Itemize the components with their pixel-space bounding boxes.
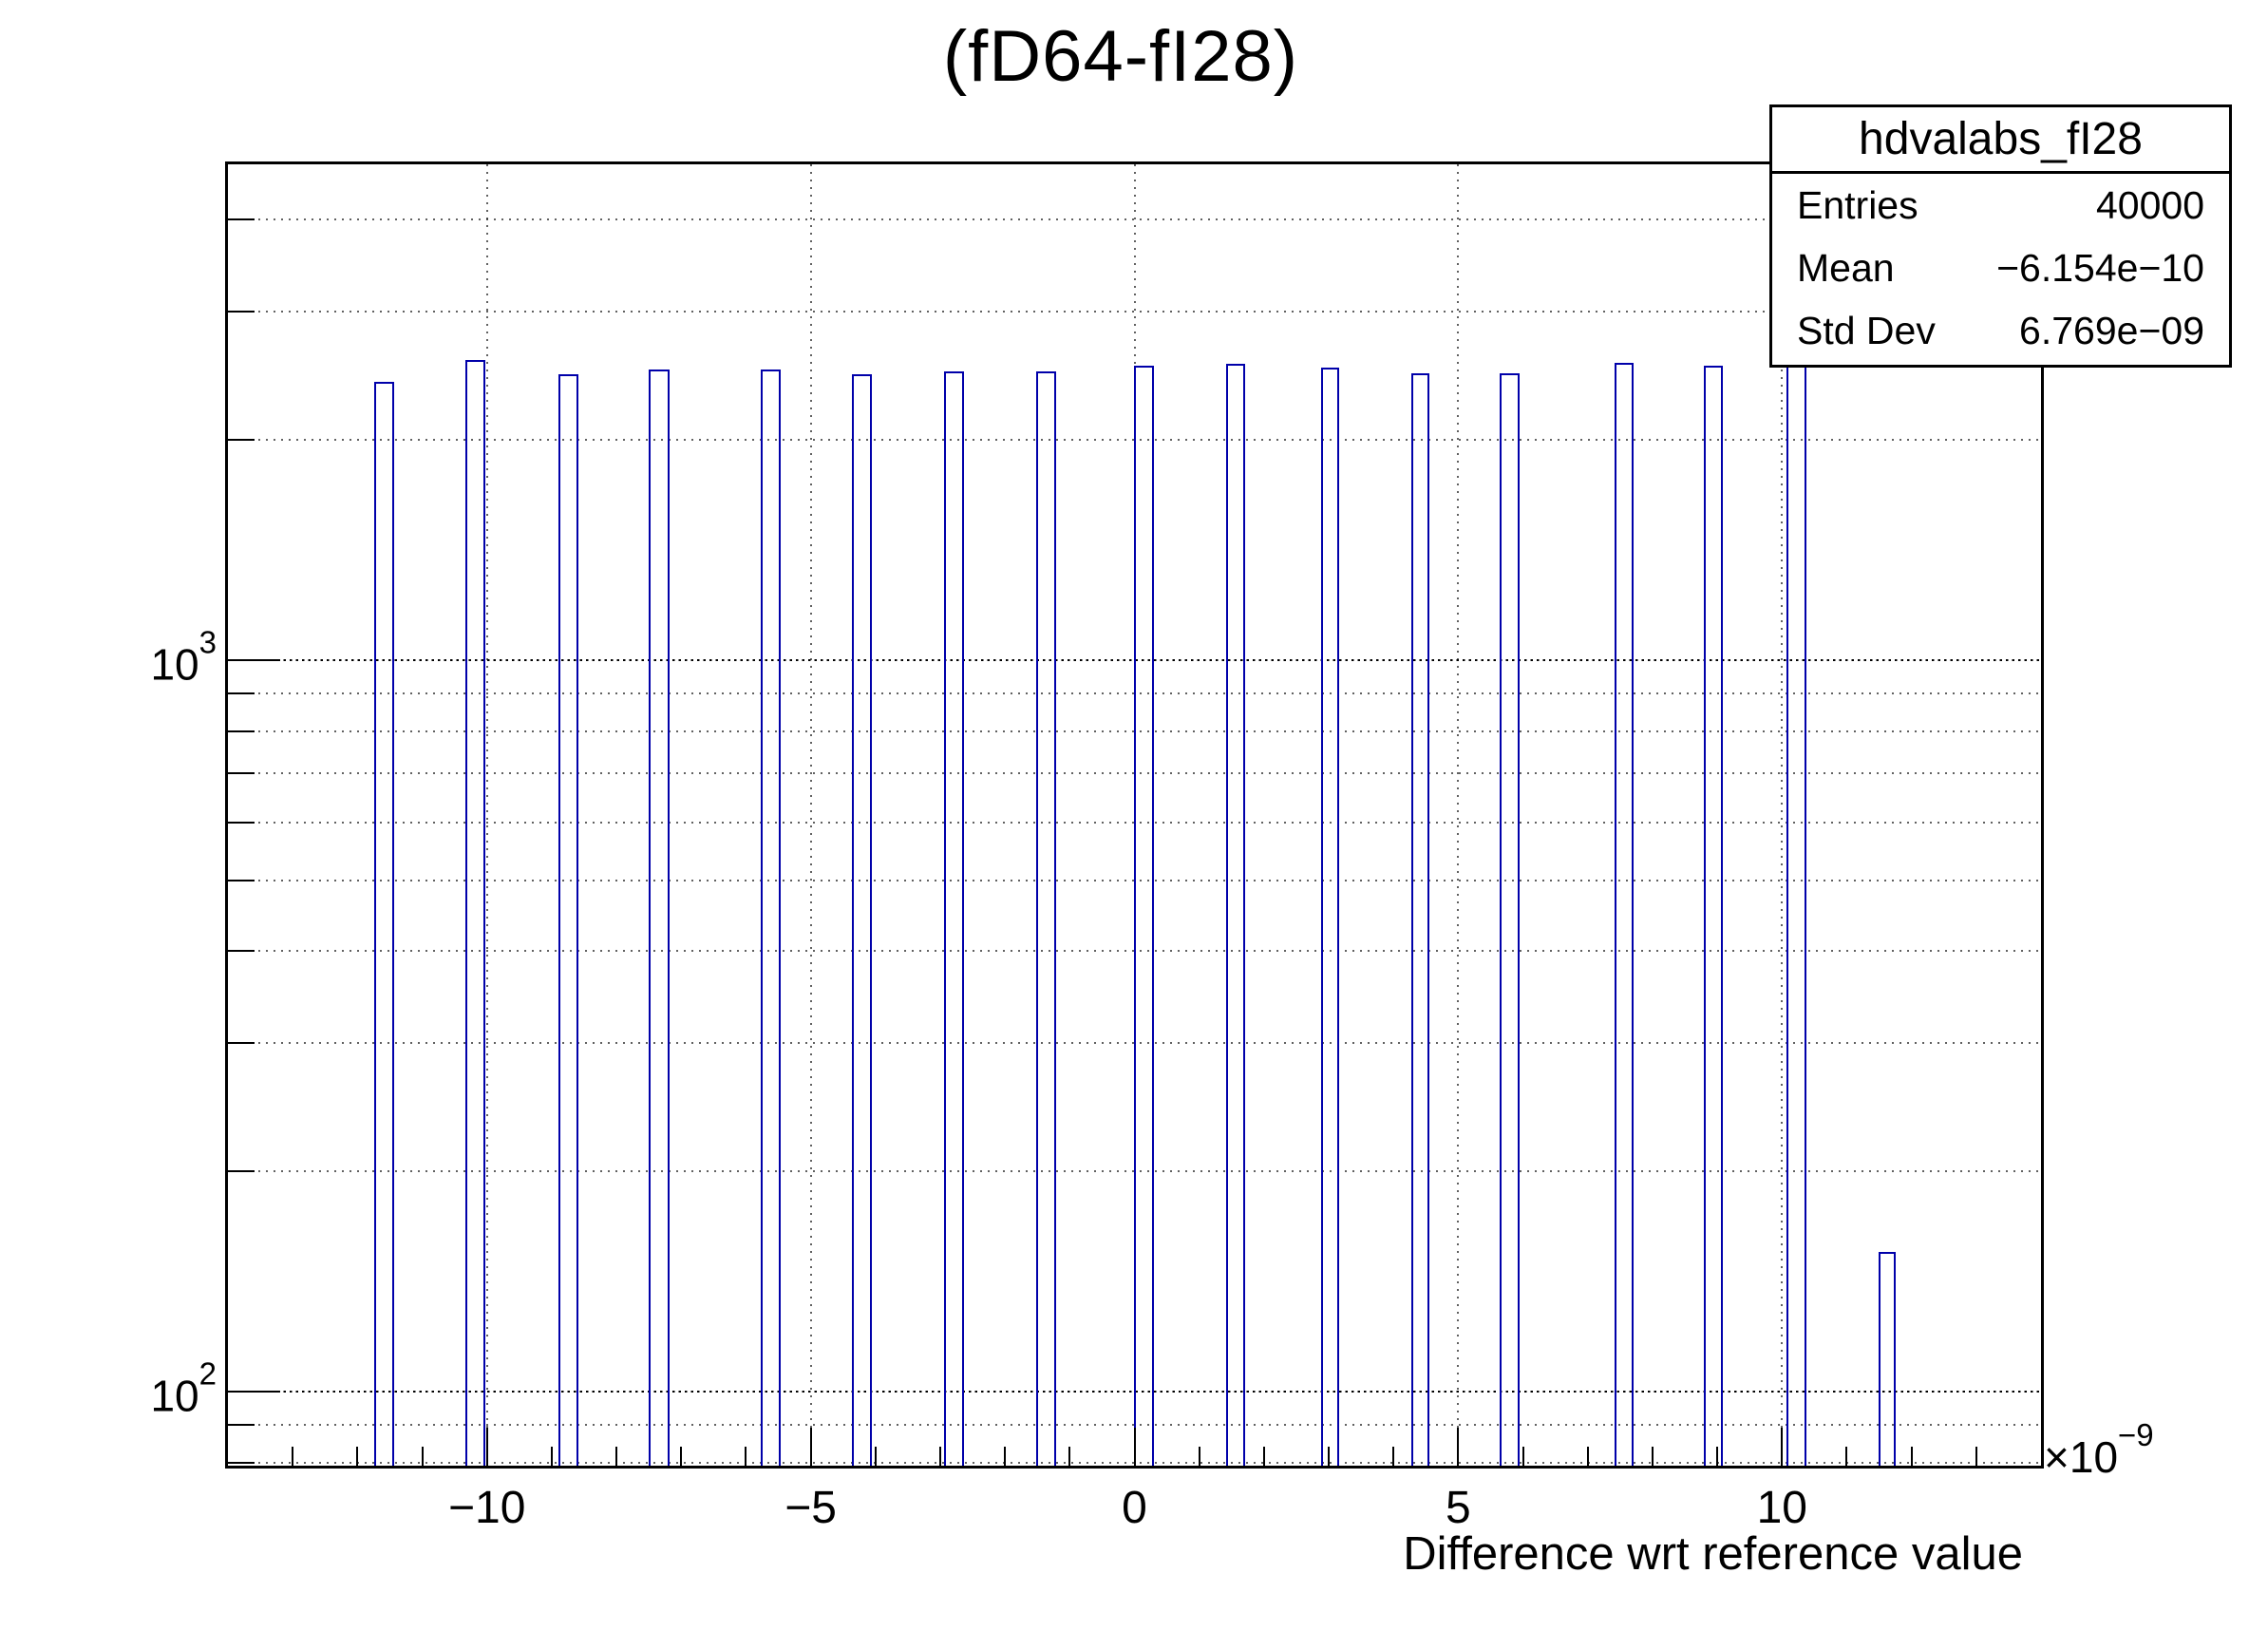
x-minor-tick bbox=[1521, 1447, 1524, 1466]
scale-exponent: −9 bbox=[2118, 1417, 2154, 1452]
x-minor-tick bbox=[745, 1447, 747, 1466]
x-axis-scale-label: ×10−9 bbox=[2044, 1417, 2154, 1483]
x-tick-label: −5 bbox=[784, 1483, 837, 1533]
x-major-tick bbox=[485, 1428, 488, 1466]
histogram-bar bbox=[1133, 365, 1154, 1466]
y-minor-tick bbox=[228, 1461, 255, 1464]
x-minor-tick bbox=[1004, 1447, 1007, 1466]
x-minor-tick bbox=[1586, 1447, 1589, 1466]
x-minor-tick bbox=[874, 1447, 877, 1466]
y-minor-tick bbox=[228, 1041, 255, 1044]
x-minor-tick bbox=[1651, 1447, 1654, 1466]
stats-label: Mean bbox=[1797, 245, 1895, 290]
x-minor-tick bbox=[1328, 1447, 1331, 1466]
stats-row-entries: Entries 40000 bbox=[1772, 174, 2229, 237]
x-axis-title: Difference wrt reference value bbox=[1403, 1528, 2023, 1580]
x-tick-label: 10 bbox=[1756, 1483, 1807, 1533]
x-minor-tick bbox=[1910, 1447, 1913, 1466]
x-minor-tick bbox=[1392, 1447, 1395, 1466]
y-label-base: 10 bbox=[150, 1371, 199, 1421]
y-tick-label: 102 bbox=[150, 1356, 217, 1422]
x-minor-tick bbox=[1845, 1447, 1848, 1466]
x-minor-tick bbox=[550, 1447, 553, 1466]
histogram-bar bbox=[1614, 362, 1635, 1466]
y-minor-tick bbox=[228, 439, 255, 442]
y-minor-tick bbox=[228, 310, 255, 313]
histogram-bar bbox=[1035, 371, 1056, 1466]
y-minor-tick bbox=[228, 1170, 255, 1173]
x-minor-tick bbox=[421, 1447, 424, 1466]
histogram-bar bbox=[374, 382, 395, 1466]
x-major-tick bbox=[1781, 1428, 1784, 1466]
histogram-bar bbox=[558, 373, 578, 1466]
stats-value: −6.154e−10 bbox=[1996, 245, 2204, 290]
y-label-exponent: 2 bbox=[198, 1355, 217, 1392]
x-minor-tick bbox=[292, 1447, 294, 1466]
x-tick-label: −10 bbox=[447, 1483, 526, 1533]
plot-area bbox=[228, 164, 2041, 1466]
histogram-bar bbox=[1320, 368, 1339, 1466]
x-minor-tick bbox=[1068, 1447, 1071, 1466]
y-label-exponent: 3 bbox=[198, 624, 217, 660]
x-tick-label: 5 bbox=[1446, 1483, 1471, 1533]
gridline-vertical bbox=[1781, 164, 1784, 1466]
y-minor-tick bbox=[228, 950, 255, 953]
x-major-tick bbox=[1133, 1428, 1136, 1466]
stats-label: Std Dev bbox=[1797, 308, 1936, 352]
y-minor-tick bbox=[228, 821, 255, 824]
y-minor-tick bbox=[228, 692, 255, 695]
stats-value: 6.769e−09 bbox=[2019, 308, 2204, 352]
scale-mantissa: ×10 bbox=[2044, 1432, 2119, 1482]
y-minor-tick bbox=[228, 730, 255, 732]
y-minor-tick bbox=[228, 772, 255, 775]
x-minor-tick bbox=[615, 1447, 618, 1466]
histogram-bar bbox=[944, 371, 965, 1466]
x-major-tick bbox=[1457, 1428, 1460, 1466]
histogram-bar bbox=[1226, 364, 1246, 1466]
x-tick-label: 0 bbox=[1122, 1483, 1147, 1533]
histogram-bar bbox=[649, 369, 670, 1466]
histogram-bar bbox=[852, 373, 872, 1466]
y-tick-label: 103 bbox=[150, 625, 217, 691]
stats-row-mean: Mean −6.154e−10 bbox=[1772, 237, 2229, 299]
stats-row-stddev: Std Dev 6.769e−09 bbox=[1772, 299, 2229, 362]
x-minor-tick bbox=[680, 1447, 683, 1466]
histogram-bar bbox=[1411, 372, 1429, 1466]
stats-label: Entries bbox=[1797, 182, 1918, 227]
histogram-bar bbox=[1703, 365, 1724, 1466]
y-minor-tick bbox=[228, 1424, 255, 1427]
histogram-bar bbox=[465, 360, 485, 1466]
histogram-bar bbox=[1786, 311, 1807, 1466]
histogram-bar bbox=[761, 369, 782, 1466]
y-label-base: 10 bbox=[150, 639, 199, 690]
y-major-tick bbox=[228, 658, 280, 661]
gridline-vertical bbox=[485, 164, 488, 1466]
stats-box-title: hdvalabs_fI28 bbox=[1772, 107, 2229, 174]
stats-value: 40000 bbox=[2095, 182, 2204, 227]
x-minor-tick bbox=[1262, 1447, 1265, 1466]
y-minor-tick bbox=[228, 218, 255, 221]
histogram-bar bbox=[1878, 1252, 1897, 1466]
x-minor-tick bbox=[356, 1447, 359, 1466]
page-title: (fD64-fI28) bbox=[942, 16, 1299, 97]
y-minor-tick bbox=[228, 879, 255, 881]
stats-box: hdvalabs_fI28 Entries 40000 Mean −6.154e… bbox=[1769, 104, 2232, 368]
x-minor-tick bbox=[938, 1447, 941, 1466]
x-major-tick bbox=[809, 1428, 812, 1466]
x-minor-tick bbox=[1198, 1447, 1200, 1466]
histogram-bar bbox=[1500, 372, 1521, 1466]
gridline-vertical bbox=[1457, 164, 1460, 1466]
gridline-vertical bbox=[809, 164, 812, 1466]
x-minor-tick bbox=[1975, 1447, 1977, 1466]
x-minor-tick bbox=[1716, 1447, 1719, 1466]
y-major-tick bbox=[228, 1391, 280, 1393]
